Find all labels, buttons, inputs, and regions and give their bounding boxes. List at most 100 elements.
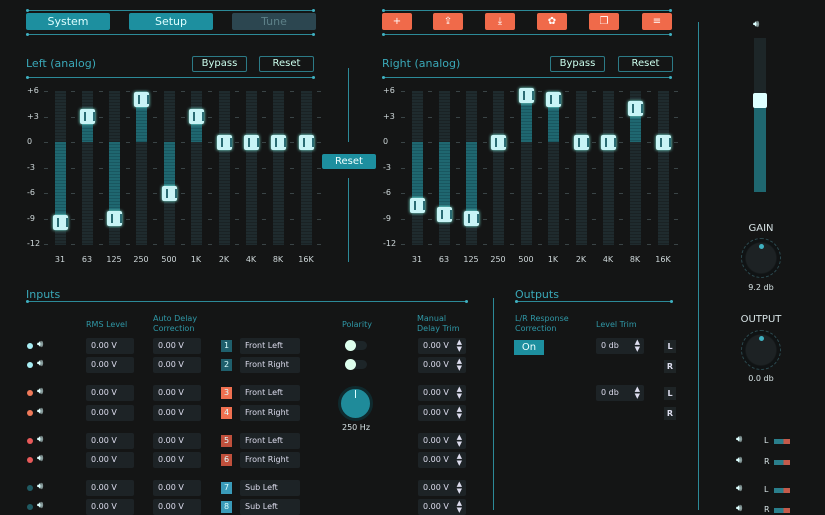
reset-all-button[interactable]: Reset [322,154,376,169]
spinner-icon[interactable]: ▲ ▼ [456,385,462,400]
band-handle[interactable] [79,109,95,124]
speaker-icon[interactable]: 🔊︎ [736,503,743,514]
band-handle[interactable] [52,215,68,231]
polarity-toggle[interactable] [345,340,367,351]
manual-trim-stepper[interactable]: 0.00 V ▲ ▼ [418,338,466,354]
band-handle[interactable] [243,134,259,150]
volume-handle[interactable] [753,92,767,108]
right-band-31-slider[interactable] [411,91,423,245]
band-handle[interactable] [270,134,286,150]
speaker-icon[interactable]: 🔊︎ [37,386,44,397]
manual-trim-stepper[interactable]: 0.00 V ▲ ▼ [418,452,466,468]
right-channel-button[interactable]: R [664,360,676,373]
speaker-icon[interactable]: 🔊︎ [37,358,44,369]
crossover-knob[interactable] [338,386,373,421]
channel-name-field[interactable]: Front Left [240,433,300,449]
band-handle[interactable] [573,134,589,150]
upload-button[interactable]: ⇪ [433,13,463,30]
band-handle[interactable] [409,198,425,214]
speaker-icon[interactable]: 🔊︎ [37,339,44,350]
manual-trim-stepper[interactable]: 0.00 V ▲ ▼ [418,433,466,449]
left-band-1K-slider[interactable] [190,91,202,245]
tab-system[interactable]: System [26,13,110,30]
left-band-63-slider[interactable] [81,91,93,245]
band-handle[interactable] [161,185,177,201]
right-band-8K-slider[interactable] [629,91,641,245]
right-band-16K-slider[interactable] [657,91,669,245]
volume-icon[interactable]: 🔊︎ [753,19,760,30]
lr-correction-on-button[interactable]: On [514,340,544,355]
right-band-4K-slider[interactable] [602,91,614,245]
band-handle[interactable] [216,134,232,150]
band-handle[interactable] [655,134,671,150]
right-band-63-slider[interactable] [438,91,450,245]
menu-button[interactable]: ≡ [642,13,672,30]
plus-button[interactable]: + [382,13,412,30]
speaker-icon[interactable]: 🔊︎ [37,500,44,511]
band-handle[interactable] [436,206,452,222]
band-handle[interactable] [106,211,122,226]
left-channel-button[interactable]: L [664,387,676,400]
spinner-icon[interactable]: ▲ ▼ [456,357,462,372]
level-trim-stepper[interactable]: 0 db ▲ ▼ [596,338,644,354]
level-trim-stepper[interactable]: 0 db ▲ ▼ [596,385,644,401]
left-band-31-slider[interactable] [54,91,66,245]
tab-tune[interactable]: Tune [232,13,316,30]
speaker-icon[interactable]: 🔊︎ [736,483,743,494]
left-reset-button[interactable]: Reset [259,56,314,72]
spinner-icon[interactable]: ▲ ▼ [634,338,640,353]
right-channel-button[interactable]: R [664,407,676,420]
spinner-icon[interactable]: ▲ ▼ [456,433,462,448]
right-reset-button[interactable]: Reset [618,56,673,72]
manual-trim-stepper[interactable]: 0.00 V ▲ ▼ [418,357,466,373]
left-band-16K-slider[interactable] [300,91,312,245]
right-bypass-button[interactable]: Bypass [550,56,605,72]
left-channel-button[interactable]: L [664,340,676,353]
gear-button[interactable]: ✿ [537,13,567,30]
copy-button[interactable]: ❐ [589,13,619,30]
left-band-2K-slider[interactable] [218,91,230,245]
download-button[interactable]: ⤓ [485,13,515,30]
output-knob[interactable] [741,330,781,370]
channel-name-field[interactable]: Front Left [240,385,300,401]
right-band-2K-slider[interactable] [575,91,587,245]
manual-trim-stepper[interactable]: 0.00 V ▲ ▼ [418,385,466,401]
left-band-250-slider[interactable] [135,91,147,245]
left-band-8K-slider[interactable] [272,91,284,245]
spinner-icon[interactable]: ▲ ▼ [456,452,462,467]
band-handle[interactable] [463,211,479,226]
left-band-4K-slider[interactable] [245,91,257,245]
left-bypass-button[interactable]: Bypass [192,56,247,72]
channel-name-field[interactable]: Front Right [240,452,300,468]
spinner-icon[interactable]: ▲ ▼ [634,385,640,400]
speaker-icon[interactable]: 🔊︎ [37,481,44,492]
tab-setup[interactable]: Setup [129,13,213,30]
band-handle[interactable] [600,134,616,150]
manual-trim-stepper[interactable]: 0.00 V ▲ ▼ [418,499,466,515]
band-handle[interactable] [627,100,643,116]
speaker-icon[interactable]: 🔊︎ [37,453,44,464]
channel-name-field[interactable]: Sub Left [240,499,300,515]
right-band-125-slider[interactable] [465,91,477,245]
band-handle[interactable] [518,87,534,103]
spinner-icon[interactable]: ▲ ▼ [456,480,462,495]
speaker-icon[interactable]: 🔊︎ [736,434,743,445]
speaker-icon[interactable]: 🔊︎ [736,455,743,466]
band-handle[interactable] [188,109,204,124]
polarity-toggle[interactable] [345,359,367,370]
band-handle[interactable] [490,134,506,150]
channel-name-field[interactable]: Front Right [240,405,300,421]
gain-knob[interactable] [741,238,781,278]
speaker-icon[interactable]: 🔊︎ [37,434,44,445]
right-band-250-slider[interactable] [492,91,504,245]
spinner-icon[interactable]: ▲ ▼ [456,338,462,353]
manual-trim-stepper[interactable]: 0.00 V ▲ ▼ [418,480,466,496]
spinner-icon[interactable]: ▲ ▼ [456,499,462,514]
channel-name-field[interactable]: Front Right [240,357,300,373]
band-handle[interactable] [545,92,561,107]
channel-name-field[interactable]: Front Left [240,338,300,354]
right-band-500-slider[interactable] [520,91,532,245]
left-band-500-slider[interactable] [163,91,175,245]
volume-slider[interactable] [753,38,767,192]
spinner-icon[interactable]: ▲ ▼ [456,405,462,420]
